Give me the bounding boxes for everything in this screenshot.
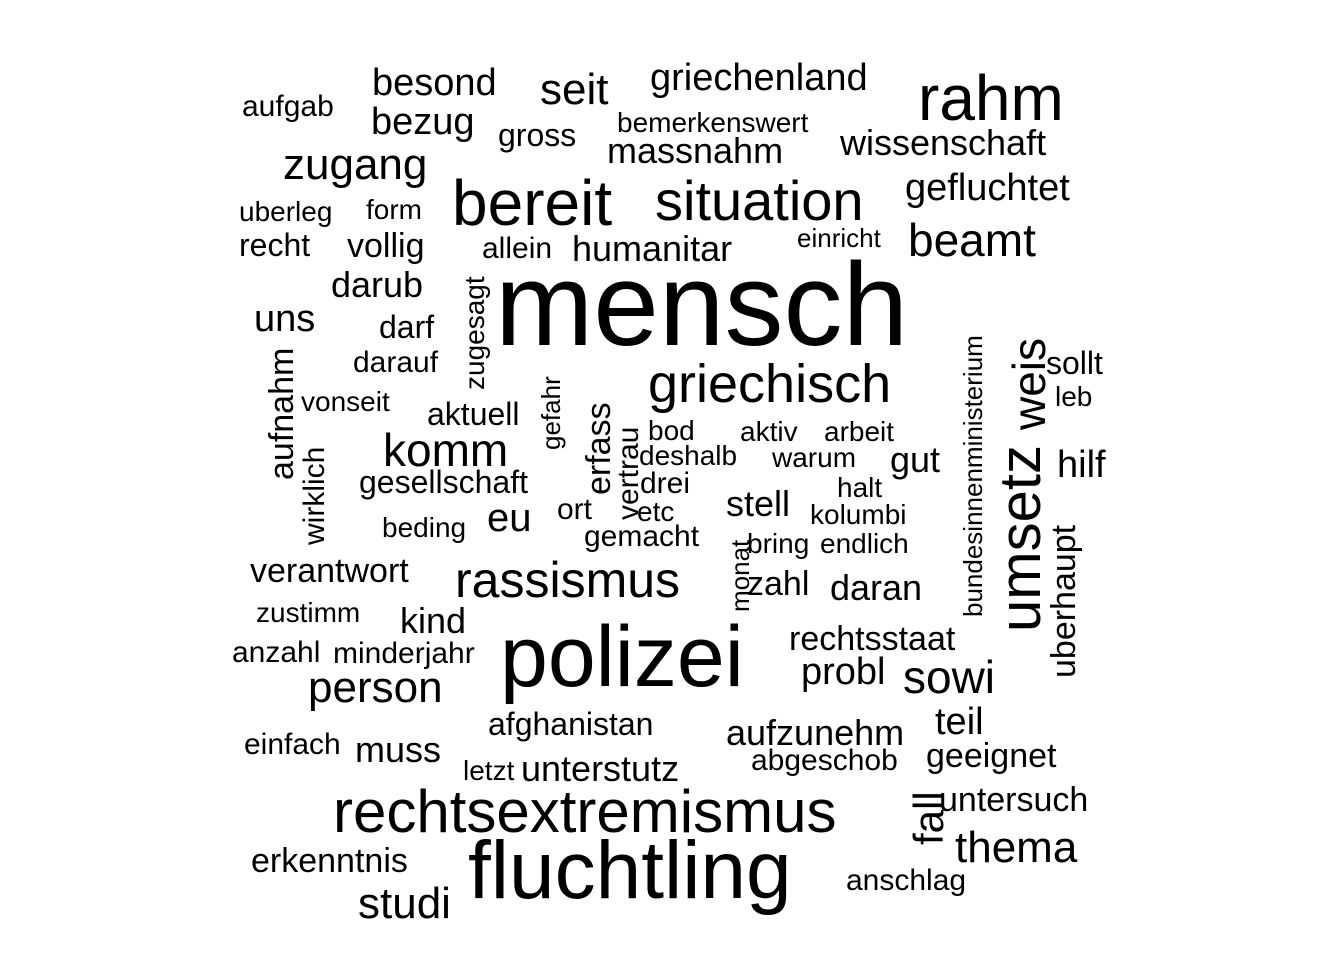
word-bod: bod xyxy=(648,415,695,446)
word-anzahl: anzahl xyxy=(232,636,320,669)
word-geeignet: geeignet xyxy=(926,737,1057,775)
word-gemacht: gemacht xyxy=(584,520,700,553)
word-zahl: zahl xyxy=(747,565,809,603)
word-polizei: polizei xyxy=(500,609,744,705)
word-minderjahr: minderjahr xyxy=(333,637,475,670)
word-massnahm: massnahm xyxy=(607,130,783,171)
word-aufgab: aufgab xyxy=(242,90,334,123)
word-gut: gut xyxy=(890,439,940,480)
word-besond: besond xyxy=(372,62,497,104)
word-bezug: bezug xyxy=(371,101,475,143)
word-kolumbi: kolumbi xyxy=(810,499,906,530)
word-umsetz: umsetz xyxy=(988,445,1053,632)
word-mensch: mensch xyxy=(495,239,908,371)
word-abgeschob: abgeschob xyxy=(751,744,898,777)
word-rassismus: rassismus xyxy=(455,552,680,608)
word-vonseit: vonseit xyxy=(301,386,390,417)
word-aktuell: aktuell xyxy=(427,396,520,432)
word-afghanistan: afghanistan xyxy=(488,706,653,742)
word-gefluchtet: gefluchtet xyxy=(905,167,1070,209)
word-person: person xyxy=(308,663,443,712)
word-ort: ort xyxy=(557,493,593,526)
word-endlich: endlich xyxy=(820,528,909,559)
word-etc: etc xyxy=(637,496,674,527)
word-warum: warum xyxy=(771,442,856,473)
word-form: form xyxy=(366,194,422,225)
word-sollt: sollt xyxy=(1046,345,1103,381)
word-darub: darub xyxy=(331,264,423,305)
word-allein: allein xyxy=(482,232,552,265)
word-zugesagt: zugesagt xyxy=(459,276,490,390)
word-fall: fall xyxy=(905,791,952,845)
word-einricht: einricht xyxy=(797,223,882,253)
word-studi: studi xyxy=(358,879,451,928)
word-vertrau: vertrau xyxy=(612,427,645,520)
word-bring: bring xyxy=(747,528,809,559)
word-aufnahm: aufnahm xyxy=(263,348,301,480)
word-uberhaupt: uberhaupt xyxy=(1045,524,1083,678)
word-untersuch: untersuch xyxy=(939,781,1088,819)
word-gross: gross xyxy=(498,117,576,153)
word-teil: teil xyxy=(935,701,984,743)
word-arbeit: arbeit xyxy=(824,416,894,447)
word-beding: beding xyxy=(382,512,466,543)
word-wissenschaft: wissenschaft xyxy=(839,122,1046,163)
word-erkenntnis: erkenntnis xyxy=(251,842,408,880)
word-muss: muss xyxy=(355,729,441,770)
word-griechisch: griechisch xyxy=(648,354,891,414)
word-bundesinnenministerium: bundesinnenministerium xyxy=(958,335,988,617)
word-thema: thema xyxy=(955,823,1078,872)
word-letzt: letzt xyxy=(463,755,515,786)
word-zustimm: zustimm xyxy=(256,597,360,628)
word-bereit: bereit xyxy=(452,167,612,239)
word-stell: stell xyxy=(726,483,790,524)
word-rahm: rahm xyxy=(918,62,1064,134)
word-beamt: beamt xyxy=(908,214,1036,266)
word-weis: weis xyxy=(1003,338,1055,431)
word-leb: leb xyxy=(1055,381,1092,412)
word-gesellschaft: gesellschaft xyxy=(359,464,528,500)
word-vollig: vollig xyxy=(347,227,424,265)
word-situation: situation xyxy=(655,169,864,232)
word-unterstutz: unterstutz xyxy=(521,748,679,789)
word-bemerkenswert: bemerkenswert xyxy=(617,107,809,138)
word-einfach: einfach xyxy=(244,728,341,761)
word-komm: komm xyxy=(383,424,508,476)
word-aufzunehm: aufzunehm xyxy=(726,712,904,753)
word-hilf: hilf xyxy=(1057,444,1106,486)
word-verantwort: verantwort xyxy=(250,552,409,590)
word-fluchtling: fluchtling xyxy=(468,825,792,916)
word-darauf: darauf xyxy=(353,346,439,379)
word-humanitar: humanitar xyxy=(572,228,732,269)
word-seit: seit xyxy=(540,65,608,114)
word-recht: recht xyxy=(239,227,310,263)
word-darf: darf xyxy=(379,309,434,345)
word-anschlag: anschlag xyxy=(846,864,966,897)
word-kind: kind xyxy=(400,600,466,641)
word-uberleg: uberleg xyxy=(239,196,332,227)
word-halt: halt xyxy=(837,472,882,503)
word-monat: monat xyxy=(725,539,755,612)
word-sowi: sowi xyxy=(903,651,995,703)
word-zugang: zugang xyxy=(283,140,427,189)
word-rechtsextremismus: rechtsextremismus xyxy=(333,778,836,845)
word-eu: eu xyxy=(487,496,532,540)
word-wirklich: wirklich xyxy=(298,447,331,546)
word-drei: drei xyxy=(640,467,690,500)
word-uns: uns xyxy=(254,298,315,340)
word-gefahr: gefahr xyxy=(536,376,566,450)
word-daran: daran xyxy=(830,567,922,608)
word-griechenland: griechenland xyxy=(650,57,868,99)
word-deshalb: deshalb xyxy=(639,440,737,471)
word-rechtsstaat: rechtsstaat xyxy=(789,620,956,658)
word-probl: probl xyxy=(801,651,886,693)
word-aktiv: aktiv xyxy=(740,416,798,447)
word-erfass: erfass xyxy=(580,402,618,495)
